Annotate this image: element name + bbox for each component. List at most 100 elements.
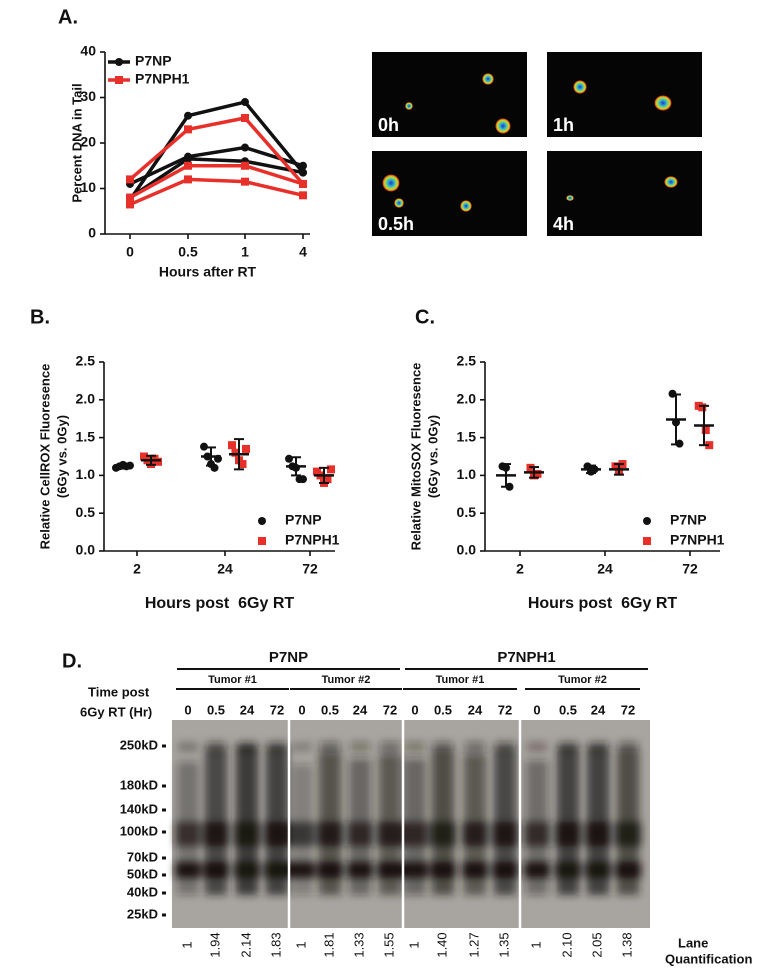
marker [231, 448, 240, 457]
lane-quant: 1.94 [207, 932, 222, 957]
image-label: 0.5h [378, 214, 414, 234]
lane-quant: 2.10 [559, 932, 574, 957]
marker [611, 462, 620, 471]
y-axis-label: Relative CellROX Fluoresence [37, 364, 52, 550]
y-tick-label: 2.5 [457, 353, 477, 369]
marker [126, 175, 134, 184]
blot-lanes [175, 742, 641, 895]
y-tick-label: 10 [80, 179, 96, 195]
blot-band [615, 822, 641, 846]
panel-label: D. [62, 650, 82, 672]
mw-tick [162, 913, 166, 917]
y-tick-label: 1.5 [76, 428, 96, 444]
comet [495, 118, 511, 134]
blot-band [203, 862, 229, 878]
y-tick-label: 0.0 [457, 542, 477, 558]
legend-label: P7NP [135, 53, 172, 69]
x-tick-label: 2 [133, 561, 141, 577]
comet [460, 200, 472, 212]
blot-band [347, 822, 373, 846]
lane-quant: 1.55 [381, 932, 396, 957]
panel-label: C. [415, 306, 435, 328]
blot-band [317, 862, 343, 878]
blot-smear [557, 748, 579, 895]
mw-marker: 100kD [120, 823, 158, 838]
marker [299, 191, 307, 200]
blot-band [430, 862, 456, 878]
y-tick-label: 1.0 [76, 466, 96, 482]
blot-band [289, 862, 315, 878]
series-line [128, 100, 305, 201]
blot-smear [587, 748, 609, 895]
mw-marker: 40kD [127, 884, 158, 899]
marker [241, 113, 249, 122]
legend-label: P7NP [670, 512, 707, 528]
marker [299, 179, 307, 188]
blot-band [402, 822, 428, 846]
blot-band [527, 742, 547, 752]
comet [405, 102, 413, 110]
marker [241, 177, 249, 186]
blot-band [430, 822, 456, 846]
lane-time: 0 [298, 702, 305, 717]
marker [705, 441, 714, 450]
image-label: 1h [553, 115, 574, 135]
lane-quant: 2.05 [589, 932, 604, 957]
marker [299, 161, 307, 170]
y-tick-label: 40 [80, 43, 96, 59]
lane-quant: 1 [528, 941, 543, 948]
y-axis-label: Percent DNA in Tail [69, 83, 84, 202]
time-label: Time post [88, 684, 150, 699]
blot-smear [236, 746, 258, 895]
blot-band [433, 742, 453, 752]
mw-tick [162, 784, 166, 788]
blot-band [492, 862, 518, 878]
x-tick-label: 0.5 [178, 244, 198, 260]
lane-quant: 1.40 [434, 932, 449, 957]
lane-time: 0.5 [321, 702, 339, 717]
y-tick-label: 2.5 [76, 353, 96, 369]
blot-band [178, 742, 198, 752]
marker [126, 193, 134, 202]
comet [382, 174, 400, 192]
lane-time: 72 [270, 702, 284, 717]
lane-quant: 2.14 [238, 932, 253, 957]
blot-band [618, 742, 638, 752]
lane-time: 0 [184, 702, 191, 717]
marker [258, 517, 266, 525]
lane-time: 24 [353, 702, 368, 717]
lane-time: 0.5 [559, 702, 577, 717]
blot-band [377, 822, 403, 846]
blot-band [380, 742, 400, 752]
legend-label: P7NPH1 [285, 532, 340, 548]
series-line [128, 116, 305, 186]
blot-band [292, 742, 312, 752]
marker [154, 457, 162, 466]
mw-marker: 140kD [120, 801, 158, 816]
blot-smear [266, 748, 288, 895]
blot-band [203, 822, 229, 846]
y-tick-label: 2.0 [457, 391, 477, 407]
series-line [129, 145, 304, 186]
mw-marker: 70kD [127, 849, 158, 864]
lane-time: 24 [468, 702, 483, 717]
marker [184, 111, 192, 120]
group-label: P7NPH1 [497, 649, 555, 666]
lane-quant: 1 [179, 941, 194, 948]
marker [184, 154, 192, 163]
marker [115, 76, 123, 84]
blot-band [402, 862, 428, 878]
blot-band [264, 822, 290, 846]
panel-label: A. [58, 6, 78, 28]
marker [241, 98, 249, 107]
marker [533, 469, 542, 478]
lane-quant: 1.38 [619, 932, 634, 957]
marker [126, 200, 134, 209]
blot-band [237, 742, 257, 752]
marker [241, 161, 249, 170]
comet-image [372, 151, 527, 236]
tumor-label: Tumor #2 [558, 674, 607, 686]
x-axis-label: Hours post 6Gy RT [145, 595, 295, 612]
mw-tick [162, 808, 166, 812]
blot-band [495, 742, 515, 752]
